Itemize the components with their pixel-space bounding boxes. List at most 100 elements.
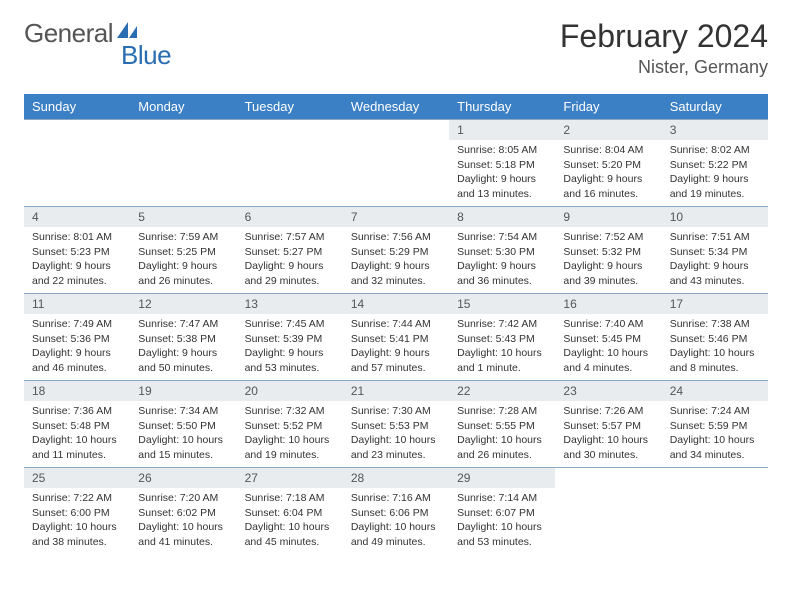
sunset-text: Sunset: 5:53 PM (351, 419, 441, 434)
sunset-text: Sunset: 6:00 PM (32, 506, 122, 521)
day-number: 23 (555, 381, 661, 401)
sunset-text: Sunset: 5:20 PM (563, 158, 653, 173)
calendar-day-cell: .. (555, 468, 661, 555)
calendar-week-row: ........1Sunrise: 8:05 AMSunset: 5:18 PM… (24, 120, 768, 207)
daylight-text: Daylight: 9 hours and 36 minutes. (457, 259, 547, 288)
sunset-text: Sunset: 5:41 PM (351, 332, 441, 347)
daylight-text: Daylight: 10 hours and 41 minutes. (138, 520, 228, 549)
day-number: 16 (555, 294, 661, 314)
day-number: 5 (130, 207, 236, 227)
daylight-text: Daylight: 10 hours and 23 minutes. (351, 433, 441, 462)
daylight-text: Daylight: 10 hours and 4 minutes. (563, 346, 653, 375)
sunrise-text: Sunrise: 7:51 AM (670, 230, 760, 245)
day-info: Sunrise: 7:24 AMSunset: 5:59 PMDaylight:… (662, 401, 768, 467)
day-number: 25 (24, 468, 130, 488)
daylight-text: Daylight: 9 hours and 32 minutes. (351, 259, 441, 288)
day-info: Sunrise: 7:30 AMSunset: 5:53 PMDaylight:… (343, 401, 449, 467)
sunrise-text: Sunrise: 8:02 AM (670, 143, 760, 158)
day-number: 22 (449, 381, 555, 401)
day-number: 7 (343, 207, 449, 227)
sunset-text: Sunset: 5:18 PM (457, 158, 547, 173)
calendar-day-cell: 10Sunrise: 7:51 AMSunset: 5:34 PMDayligh… (662, 207, 768, 294)
day-info: Sunrise: 7:52 AMSunset: 5:32 PMDaylight:… (555, 227, 661, 293)
sunrise-text: Sunrise: 7:52 AM (563, 230, 653, 245)
sunset-text: Sunset: 5:25 PM (138, 245, 228, 260)
day-info: Sunrise: 7:16 AMSunset: 6:06 PMDaylight:… (343, 488, 449, 554)
sunrise-text: Sunrise: 7:57 AM (245, 230, 335, 245)
weekday-header: Sunday (24, 94, 130, 120)
daylight-text: Daylight: 9 hours and 46 minutes. (32, 346, 122, 375)
sunset-text: Sunset: 5:29 PM (351, 245, 441, 260)
day-number: 8 (449, 207, 555, 227)
sunset-text: Sunset: 5:39 PM (245, 332, 335, 347)
day-info: Sunrise: 7:28 AMSunset: 5:55 PMDaylight:… (449, 401, 555, 467)
sunrise-text: Sunrise: 7:16 AM (351, 491, 441, 506)
weekday-header-row: SundayMondayTuesdayWednesdayThursdayFrid… (24, 94, 768, 120)
day-info: Sunrise: 7:59 AMSunset: 5:25 PMDaylight:… (130, 227, 236, 293)
day-number: 26 (130, 468, 236, 488)
sunrise-text: Sunrise: 7:28 AM (457, 404, 547, 419)
calendar-day-cell: 16 Sunrise: 7:40 AMSunset: 5:45 PMDayligh… (555, 294, 661, 381)
daylight-text: Daylight: 10 hours and 1 minute. (457, 346, 547, 375)
sunrise-text: Sunrise: 7:44 AM (351, 317, 441, 332)
day-info: Sunrise: 7:45 AMSunset: 5:39 PMDaylight:… (237, 314, 343, 380)
weekday-header: Wednesday (343, 94, 449, 120)
calendar-week-row: 18Sunrise: 7:36 AMSunset: 5:48 PMDayligh… (24, 381, 768, 468)
sunrise-text: Sunrise: 7:14 AM (457, 491, 547, 506)
sunset-text: Sunset: 5:59 PM (670, 419, 760, 434)
sunrise-text: Sunrise: 7:45 AM (245, 317, 335, 332)
day-info: Sunrise: 8:01 AMSunset: 5:23 PMDaylight:… (24, 227, 130, 293)
daylight-text: Daylight: 10 hours and 26 minutes. (457, 433, 547, 462)
daylight-text: Daylight: 9 hours and 29 minutes. (245, 259, 335, 288)
day-number: 13 (237, 294, 343, 314)
daylight-text: Daylight: 9 hours and 39 minutes. (563, 259, 653, 288)
sunrise-text: Sunrise: 7:32 AM (245, 404, 335, 419)
sunrise-text: Sunrise: 7:56 AM (351, 230, 441, 245)
day-info: Sunrise: 7:34 AMSunset: 5:50 PMDaylight:… (130, 401, 236, 467)
calendar-day-cell: 19Sunrise: 7:34 AMSunset: 5:50 PMDayligh… (130, 381, 236, 468)
day-number: 2 (555, 120, 661, 140)
sunset-text: Sunset: 6:02 PM (138, 506, 228, 521)
sunrise-text: Sunrise: 7:47 AM (138, 317, 228, 332)
calendar-week-row: 11Sunrise: 7:49 AMSunset: 5:36 PMDayligh… (24, 294, 768, 381)
weekday-header: Monday (130, 94, 236, 120)
calendar-day-cell: 23Sunrise: 7:26 AMSunset: 5:57 PMDayligh… (555, 381, 661, 468)
sunset-text: Sunset: 5:46 PM (670, 332, 760, 347)
sunset-text: Sunset: 5:57 PM (563, 419, 653, 434)
daylight-text: Daylight: 9 hours and 22 minutes. (32, 259, 122, 288)
sunrise-text: Sunrise: 7:18 AM (245, 491, 335, 506)
sunset-text: Sunset: 5:43 PM (457, 332, 547, 347)
calendar-day-cell: 18Sunrise: 7:36 AMSunset: 5:48 PMDayligh… (24, 381, 130, 468)
logo-text-2: Blue (121, 40, 171, 70)
calendar-day-cell: 11 Sunrise: 7:49 AMSunset: 5:36 PMDayligh… (24, 294, 130, 381)
day-info: Sunrise: 7:42 AMSunset: 5:43 PMDaylight:… (449, 314, 555, 380)
sunrise-text: Sunrise: 7:34 AM (138, 404, 228, 419)
sunset-text: Sunset: 5:45 PM (563, 332, 653, 347)
daylight-text: Daylight: 9 hours and 16 minutes. (563, 172, 653, 201)
sunrise-text: Sunrise: 8:01 AM (32, 230, 122, 245)
day-info: Sunrise: 8:05 AMSunset: 5:18 PMDaylight:… (449, 140, 555, 206)
day-number: 20 (237, 381, 343, 401)
sunset-text: Sunset: 5:32 PM (563, 245, 653, 260)
day-info: Sunrise: 7:36 AMSunset: 5:48 PMDaylight:… (24, 401, 130, 467)
day-number: 24 (662, 381, 768, 401)
weekday-header: Thursday (449, 94, 555, 120)
sunset-text: Sunset: 5:36 PM (32, 332, 122, 347)
sunset-text: Sunset: 5:27 PM (245, 245, 335, 260)
sunrise-text: Sunrise: 7:40 AM (563, 317, 653, 332)
sunset-text: Sunset: 5:48 PM (32, 419, 122, 434)
calendar-day-cell: 29Sunrise: 7:14 AMSunset: 6:07 PMDayligh… (449, 468, 555, 555)
calendar-day-cell: 14Sunrise: 7:44 AMSunset: 5:41 PMDayligh… (343, 294, 449, 381)
day-info: Sunrise: 7:14 AMSunset: 6:07 PMDaylight:… (449, 488, 555, 554)
day-info: Sunrise: 7:22 AMSunset: 6:00 PMDaylight:… (24, 488, 130, 554)
day-info: Sunrise: 7:47 AMSunset: 5:38 PMDaylight:… (130, 314, 236, 380)
header: General Blue February 2024 Nister, Germa… (24, 18, 768, 78)
calendar-day-cell: 12Sunrise: 7:47 AMSunset: 5:38 PMDayligh… (130, 294, 236, 381)
daylight-text: Daylight: 9 hours and 13 minutes. (457, 172, 547, 201)
sunrise-text: Sunrise: 7:24 AM (670, 404, 760, 419)
sunrise-text: Sunrise: 7:49 AM (32, 317, 122, 332)
day-number: 11 (24, 294, 130, 314)
daylight-text: Daylight: 10 hours and 19 minutes. (245, 433, 335, 462)
daylight-text: Daylight: 9 hours and 57 minutes. (351, 346, 441, 375)
day-info: Sunrise: 7:57 AMSunset: 5:27 PMDaylight:… (237, 227, 343, 293)
